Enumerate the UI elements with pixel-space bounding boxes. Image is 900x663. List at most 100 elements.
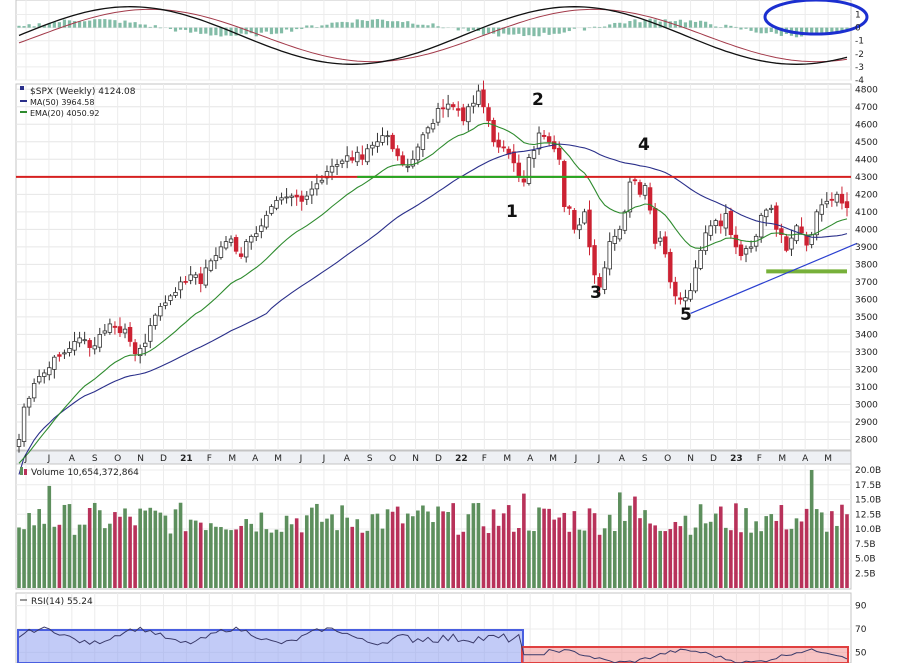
volume-bar <box>315 503 319 588</box>
volume-bar <box>572 511 577 588</box>
volume-bar <box>411 516 415 588</box>
macd-histogram-bar <box>714 26 718 28</box>
macd-histogram-bar <box>603 26 607 28</box>
candle-body <box>72 341 77 351</box>
rsi-blue-highlight <box>17 629 524 663</box>
candle-body <box>279 197 284 201</box>
volume-bar <box>153 510 158 588</box>
candle-body <box>632 179 638 182</box>
highlight-circle <box>763 0 869 36</box>
candle-body <box>698 249 703 269</box>
macd-histogram-bar <box>365 20 369 28</box>
volume-bar <box>688 534 693 588</box>
x-tick-label: M <box>824 454 832 464</box>
price-legend: $SPX (Weekly) 4124.08 MA(50) 3964.58 EMA… <box>20 86 136 118</box>
volume-bar <box>744 508 748 588</box>
macd-histogram-bar <box>668 21 672 28</box>
macd-histogram-bar <box>290 27 294 32</box>
volume-bar <box>618 492 622 588</box>
candle-body <box>577 224 582 231</box>
candle-body <box>738 244 744 257</box>
x-tick-label: J <box>47 454 51 464</box>
x-tick-label: J <box>299 454 303 464</box>
price-tick-label: 3100 <box>855 383 878 393</box>
price-tick-label: 3200 <box>855 365 878 375</box>
macd-histogram-bar <box>204 27 208 34</box>
macd-tick-label: -1 <box>855 37 864 47</box>
candle-body <box>557 147 562 160</box>
volume-bar <box>426 511 430 588</box>
volume-bar <box>97 510 102 588</box>
macd-histogram-bar <box>744 27 748 29</box>
candle-body <box>562 161 567 207</box>
macd-histogram-bar <box>830 27 834 33</box>
macd-histogram-bar <box>148 26 152 28</box>
macd-tick-label: -4 <box>855 76 864 86</box>
macd-panel <box>15 0 852 81</box>
volume-bar <box>471 503 476 588</box>
candle-body <box>839 193 845 204</box>
volume-bar <box>754 521 758 588</box>
macd-histogram-bar <box>779 27 783 36</box>
volume-bar <box>17 527 21 588</box>
legend-title: $SPX (Weekly) 4124.08 <box>30 87 136 97</box>
macd-histogram-bar <box>572 27 576 29</box>
candle-body <box>31 383 37 399</box>
macd-histogram-bar <box>143 24 147 28</box>
candle-body <box>36 376 42 383</box>
macd-histogram-bar <box>199 27 203 34</box>
candle-body <box>395 148 400 157</box>
x-tick-label: A <box>619 454 626 464</box>
candle-body <box>92 345 97 350</box>
candle-body <box>107 323 113 333</box>
volume-bar <box>320 521 324 588</box>
candle-body <box>652 208 658 244</box>
candle-body <box>380 135 385 143</box>
volume-tick-label: 5.0B <box>855 555 876 565</box>
volume-bar <box>52 526 57 588</box>
price-tick-label: 3800 <box>855 260 878 270</box>
price-tick-label: 2900 <box>855 418 878 428</box>
volume-bar <box>310 507 314 588</box>
macd-histogram-bar <box>209 27 213 36</box>
macd-histogram-bar <box>158 27 162 29</box>
volume-bar <box>421 505 425 588</box>
volume-bar <box>279 531 284 588</box>
candle-body <box>445 103 451 110</box>
macd-histogram-bar <box>47 23 51 28</box>
price-tick-label: 4500 <box>855 138 878 148</box>
price-panel <box>15 83 852 451</box>
candle-body <box>647 187 653 211</box>
macd-histogram-bar <box>350 22 354 28</box>
candle-body <box>117 326 123 334</box>
macd-histogram-bar <box>608 24 612 28</box>
candle-body <box>597 277 602 288</box>
volume-bar <box>254 531 259 588</box>
volume-bar <box>830 511 834 588</box>
macd-histogram-bar <box>557 27 561 34</box>
x-tick-label: S <box>642 454 648 464</box>
volume-bar <box>840 504 844 588</box>
macd-histogram-bar <box>623 23 627 28</box>
macd-histogram-bar <box>749 27 753 31</box>
volume-bar <box>143 510 148 588</box>
x-tick-label: S <box>92 454 98 464</box>
macd-histogram-bar <box>764 27 768 34</box>
candle-body <box>582 211 587 224</box>
candle-body <box>723 213 729 229</box>
macd-histogram-bar <box>729 25 733 28</box>
price-tick-label: 3000 <box>855 400 878 410</box>
volume-bar <box>708 521 713 588</box>
rsi-label: RSI(14) 55.24 <box>31 597 93 607</box>
macd-histogram-bar <box>497 27 501 37</box>
candle-body <box>824 200 830 205</box>
candle-body <box>269 206 274 214</box>
macd-histogram-bar <box>153 25 157 28</box>
volume-tick-label: 15.0B <box>855 496 881 506</box>
volume-bar <box>82 524 87 588</box>
x-tick-label: 22 <box>455 454 468 464</box>
macd-histogram-bar <box>320 25 324 28</box>
volume-bar <box>698 504 703 588</box>
candle-body <box>521 178 527 183</box>
